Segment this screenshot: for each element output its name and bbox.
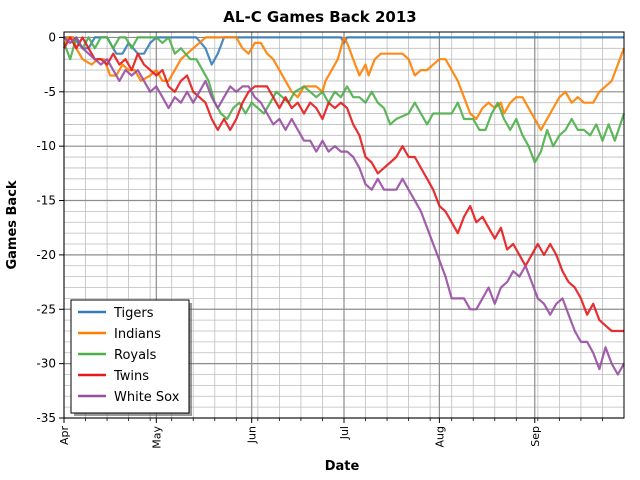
series-line-royals: [62, 36, 626, 164]
y-tick-label: -5: [44, 85, 56, 99]
y-axis-label: Games Back: [5, 180, 20, 269]
series-line-indians: [62, 36, 626, 131]
y-tick-label: -15: [36, 194, 56, 208]
series-line-white-sox: [63, 36, 625, 376]
legend-label-tigers: Tigers: [113, 306, 154, 321]
x-tick-label: Apr: [58, 426, 71, 446]
legend: Tigers Indians Royals Twins White Sox: [70, 299, 192, 416]
y-tick-label: 0: [48, 30, 56, 44]
chart-title: AL-C Games Back 2013: [223, 8, 416, 26]
x-tick-label: Aug: [433, 426, 446, 447]
y-axis-ticks: 0 -5 -10 -15 -20 -25 -30 -35: [36, 30, 64, 425]
legend-label-royals: Royals: [114, 348, 157, 363]
x-tick-label: Sep: [529, 426, 542, 447]
legend-box: [70, 299, 190, 414]
x-tick-label: Jul: [338, 426, 351, 440]
legend-label-indians: Indians: [114, 327, 161, 342]
series-line-tigers: [64, 36, 624, 66]
legend-label-twins: Twins: [113, 369, 149, 384]
y-tick-label: -25: [36, 302, 56, 316]
y-tick-label: -30: [36, 357, 56, 371]
x-tick-label: May: [150, 426, 163, 449]
x-axis-ticks: Apr May Jun Jul Aug Sep: [58, 418, 603, 449]
x-tick-label: Jun: [246, 426, 259, 444]
legend-label-white-sox: White Sox: [114, 390, 180, 405]
series-lines: [62, 36, 626, 376]
y-tick-label: -20: [36, 248, 56, 262]
x-axis-label: Date: [325, 459, 360, 474]
series-line-twins: [63, 36, 624, 333]
y-tick-label: -10: [36, 139, 56, 153]
y-tick-label: -35: [36, 411, 56, 425]
